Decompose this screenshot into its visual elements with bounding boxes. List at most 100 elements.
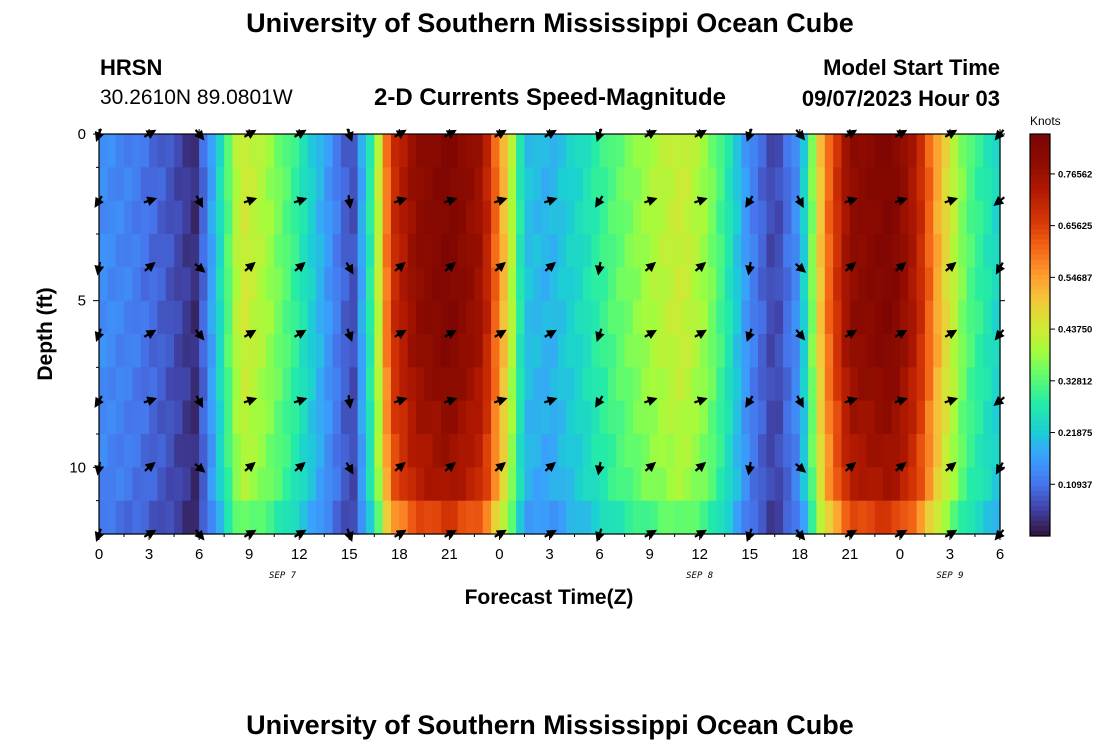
heatmap-cell: [958, 334, 968, 368]
current-vector-arrow: [493, 196, 508, 206]
current-vector-arrow: [844, 329, 858, 340]
heatmap-cell: [399, 267, 409, 302]
heatmap-cell: [566, 134, 576, 168]
heatmap-cell: [374, 500, 384, 535]
heatmap-cell: [808, 234, 818, 268]
heatmap-cell: [566, 300, 576, 335]
heatmap-cell: [691, 334, 701, 368]
heatmap-cell: [432, 134, 442, 168]
colorbar-segment: [1030, 405, 1050, 411]
heatmap-cell: [307, 300, 317, 335]
heatmap-cell: [349, 134, 359, 168]
heatmap-cell: [541, 467, 551, 502]
x-axis: 0 3 6 9 12 15 18 21 0 3 6 9 12 15 18 21 0 3 6: [95, 129, 1004, 563]
heatmap-cell: [991, 500, 1001, 535]
heatmap-cell: [991, 467, 1001, 502]
heatmap-cell: [324, 234, 334, 268]
heatmap-cell: [491, 367, 501, 402]
heatmap-cell: [774, 167, 784, 202]
colorbar-segment: [1030, 355, 1050, 361]
heatmap-cell: [340, 134, 350, 168]
colorbar-segment: [1030, 520, 1050, 527]
heatmap-cell: [674, 234, 684, 268]
heatmap-cell: [240, 400, 250, 435]
heatmap-cell: [207, 167, 217, 202]
heatmap-cell: [374, 134, 384, 168]
heatmap-cell: [449, 434, 459, 468]
heatmap-cell: [332, 134, 342, 168]
heatmap-cell: [783, 434, 793, 468]
heatmap-cell: [274, 234, 284, 268]
heatmap-cell: [507, 134, 517, 168]
heatmap-cell: [674, 334, 684, 368]
colorbar-segment: [1030, 450, 1050, 457]
heatmap-cell: [132, 500, 142, 535]
heatmap-cell: [933, 400, 943, 435]
heatmap-cell: [657, 200, 667, 235]
heatmap-cell: [457, 134, 467, 168]
heatmap-cell: [416, 267, 425, 302]
heatmap-cell: [482, 167, 492, 202]
current-vector-arrow: [194, 395, 204, 409]
heatmap-cell: [549, 434, 559, 468]
heatmap-cell: [808, 367, 818, 402]
heatmap-cell: [290, 434, 300, 468]
heatmap-cell: [207, 334, 217, 368]
heatmap-cell: [390, 367, 400, 402]
heatmap-cell: [357, 334, 367, 368]
heatmap-cell: [791, 334, 801, 368]
heatmap-cell: [774, 334, 784, 368]
heatmap-cell: [174, 300, 184, 335]
heatmap-cell: [933, 200, 943, 235]
heatmap-cell: [899, 234, 909, 268]
heatmap-cell: [724, 267, 734, 302]
heatmap-cell: [416, 367, 425, 402]
colorbar-segment: [1030, 134, 1050, 140]
heatmap-cell: [599, 267, 609, 302]
heatmap-cell: [307, 400, 317, 435]
heatmap-cell: [883, 234, 893, 268]
heatmap-cell: [274, 400, 284, 435]
heatmap-cell: [265, 367, 275, 402]
current-vector-arrow: [594, 261, 605, 276]
y-tick-label: 10: [69, 459, 86, 476]
current-vector-arrow: [293, 396, 308, 406]
heatmap-cell: [299, 500, 309, 535]
heatmap-cell: [349, 334, 359, 368]
x-tick-label: 0: [495, 546, 503, 563]
heatmap-cell: [974, 500, 984, 535]
heatmap-cell: [124, 134, 133, 168]
heatmap-cell: [424, 334, 434, 368]
heatmap-cell: [482, 400, 492, 435]
heatmap-cell: [374, 267, 384, 302]
colorbar-segment: [1030, 294, 1050, 301]
heatmap-cell: [190, 300, 200, 335]
heatmap-cell: [808, 334, 818, 368]
heatmap-cell: [591, 434, 601, 468]
heatmap-cell: [883, 267, 893, 302]
heatmap-cell: [824, 334, 834, 368]
heatmap-cell: [432, 200, 442, 235]
heatmap-cell: [524, 134, 534, 168]
heatmap-cell: [190, 334, 200, 368]
heatmap-cell: [941, 300, 951, 335]
heatmap-cell: [649, 167, 659, 202]
heatmap-cell: [774, 367, 784, 402]
current-vector-arrow: [794, 262, 807, 273]
heatmap-cell: [566, 367, 576, 402]
heatmap-cell: [407, 434, 417, 468]
heatmap-cell: [99, 300, 108, 335]
heatmap-cell: [491, 267, 501, 302]
heatmap-cell: [199, 134, 209, 168]
heatmap-cell: [265, 500, 275, 535]
heatmap-cell: [124, 334, 133, 368]
heatmap-cell: [724, 167, 734, 202]
heatmap-cell: [908, 367, 918, 402]
heatmap-cell: [833, 300, 843, 335]
heatmap-cell: [991, 400, 1001, 435]
heatmap-cell: [390, 234, 400, 268]
heatmap-cell: [949, 467, 959, 502]
heatmap-cell: [657, 367, 667, 402]
heatmap-cell: [708, 167, 717, 202]
heatmap-cell: [682, 167, 692, 202]
